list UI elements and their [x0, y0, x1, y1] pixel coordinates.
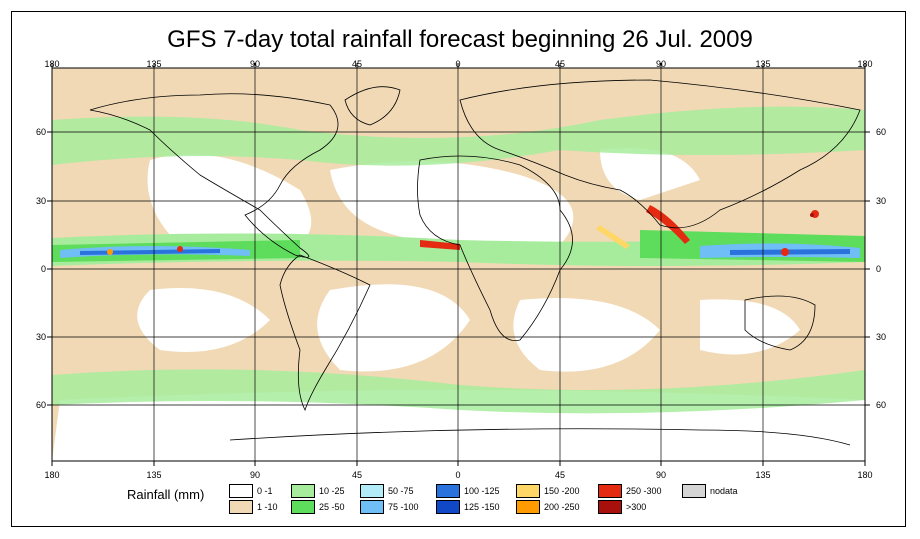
lon-label-top: 180: [44, 59, 60, 69]
legend-title: Rainfall (mm): [127, 487, 205, 502]
figure-frame: [11, 11, 906, 527]
lat-label-left: 0: [40, 264, 46, 274]
lon-label-bottom: 180: [857, 470, 873, 480]
legend-label: 75 -100: [388, 502, 419, 512]
lat-label-right: 30: [876, 196, 887, 206]
legend-swatch: [229, 500, 253, 514]
lat-label-right: 0: [876, 264, 882, 274]
legend-label: 25 -50: [319, 502, 345, 512]
lon-label-top: 90: [249, 59, 260, 69]
lon-label-bottom: 135: [146, 470, 162, 480]
legend-swatch: [516, 500, 540, 514]
legend-label: >300: [626, 502, 647, 512]
legend-swatch: [360, 500, 384, 514]
lon-label-bottom: 90: [655, 470, 666, 480]
legend-swatch: [682, 484, 706, 498]
lon-label-bottom: 135: [755, 470, 771, 480]
legend-swatch: [598, 500, 622, 514]
legend-swatch: [598, 484, 622, 498]
legend-swatch: [516, 484, 540, 498]
lon-label-top: 45: [554, 59, 565, 69]
lat-label-right: 60: [876, 400, 887, 410]
axis-ticks: [47, 63, 870, 466]
lat-label-left: 30: [35, 196, 46, 206]
legend-label: 150 -200: [544, 486, 580, 496]
lon-label-bottom: 90: [249, 470, 260, 480]
lat-label-left: 60: [35, 400, 46, 410]
legend-label: 1 -10: [257, 502, 278, 512]
legend-swatch: [436, 500, 460, 514]
legend-label: 50 -75: [388, 486, 414, 496]
lon-label-bottom: 45: [554, 470, 565, 480]
coastlines: [89, 79, 861, 446]
legend-label: 10 -25: [319, 486, 345, 496]
lat-label-right: 30: [876, 332, 887, 342]
lat-label-left: 60: [35, 127, 46, 137]
lon-label-top: 135: [755, 59, 771, 69]
lon-label-top: 180: [857, 59, 873, 69]
legend-swatch: [229, 484, 253, 498]
legend-label: nodata: [710, 486, 738, 496]
graticule: [52, 68, 865, 461]
lon-label-bottom: 180: [44, 470, 60, 480]
map-title: GFS 7-day total rainfall forecast beginn…: [167, 26, 753, 53]
lon-label-top: 90: [655, 59, 666, 69]
legend-label: 125 -150: [464, 502, 500, 512]
legend-swatch: [291, 500, 315, 514]
lat-label-left: 30: [35, 332, 46, 342]
legend-label: 250 -300: [626, 486, 662, 496]
lon-label-bottom: 0: [455, 470, 461, 480]
lon-label-bottom: 45: [351, 470, 362, 480]
legend-label: 100 -125: [464, 486, 500, 496]
legend-label: 200 -250: [544, 502, 580, 512]
lat-label-right: 60: [876, 127, 887, 137]
lon-label-top: 0: [455, 59, 461, 69]
legend-label: 0 -1: [257, 486, 273, 496]
lon-label-top: 45: [351, 59, 362, 69]
legend-swatch: [291, 484, 315, 498]
rainfall-field: [52, 68, 865, 461]
lon-label-top: 135: [146, 59, 162, 69]
legend-swatch: [360, 484, 384, 498]
legend-swatch: [436, 484, 460, 498]
